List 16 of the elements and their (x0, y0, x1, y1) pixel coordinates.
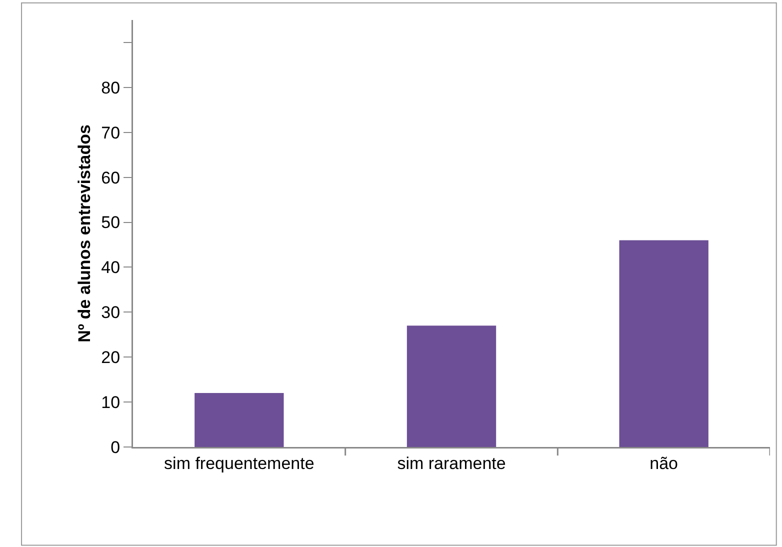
x-tick-label: sim frequentemente (164, 454, 314, 473)
x-tick-label: sim raramente (397, 454, 506, 473)
y-axis-title: Nº de alunos entrevistados (74, 124, 94, 342)
y-tick-label: 0 (110, 438, 120, 457)
y-tick-label: 70 (101, 123, 120, 142)
y-tick-label: 20 (101, 348, 120, 368)
bar (406, 326, 496, 447)
y-tick-label: 80 (101, 78, 120, 98)
x-tick-label: não (650, 454, 678, 473)
y-tick-label: 40 (101, 258, 120, 278)
y-tick-label: 50 (101, 213, 120, 232)
bar (619, 240, 708, 447)
y-tick-label: 30 (101, 303, 120, 322)
y-tick-label: 10 (101, 393, 120, 412)
y-tick-label: 60 (101, 168, 120, 188)
bar (194, 393, 284, 447)
